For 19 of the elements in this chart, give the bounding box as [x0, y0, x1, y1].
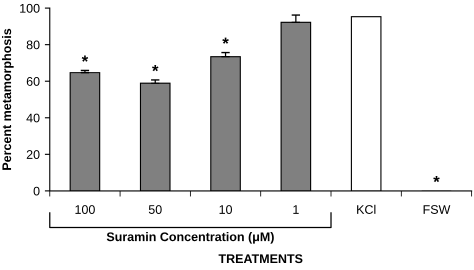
x-axis-title: TREATMENTS — [218, 254, 302, 264]
x-tick-label: KCl — [357, 204, 376, 214]
x-tick-label: 50 — [148, 205, 162, 214]
y-tick-label: 40 — [26, 114, 40, 122]
annotation: * — [82, 56, 88, 62]
y-axis-title: Percent metamorphosis — [2, 28, 14, 170]
y-tick-label: 60 — [26, 77, 40, 86]
annotation: * — [433, 176, 440, 182]
x-tick-label: 1 — [293, 205, 299, 214]
annotation: * — [222, 38, 229, 44]
text: Suramin Concentration (μM) — [106, 232, 274, 244]
y-tick-label: 0 — [34, 186, 40, 196]
x-tick-label: 100 — [75, 205, 95, 214]
x-tick-label: FSW — [424, 205, 450, 214]
annotation: * — [152, 65, 158, 72]
x-tick-label: 10 — [220, 205, 232, 214]
y-tick-label: 20 — [26, 150, 40, 159]
y-tick-label: 80 — [26, 40, 40, 50]
y-tick-label: 100 — [20, 4, 40, 13]
